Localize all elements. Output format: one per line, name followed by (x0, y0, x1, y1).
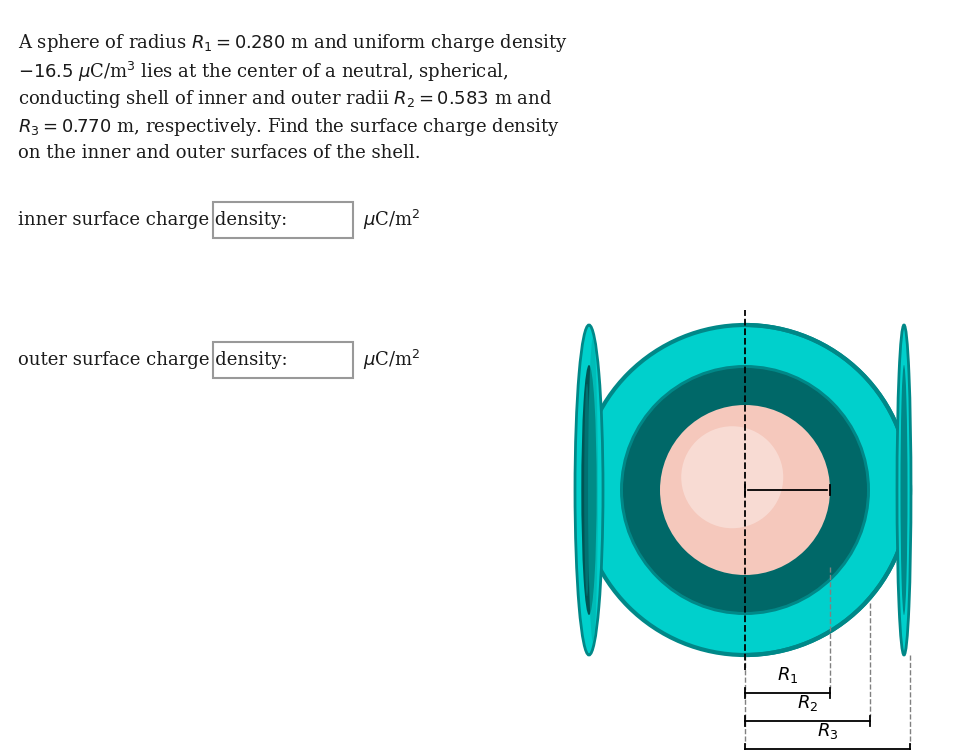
Ellipse shape (900, 365, 908, 615)
Ellipse shape (897, 325, 911, 655)
Text: conducting shell of inner and outer radii $R_2 = 0.583$ m and: conducting shell of inner and outer radi… (18, 88, 552, 110)
Text: $\mu$C/m$^2$: $\mu$C/m$^2$ (363, 348, 420, 372)
Ellipse shape (588, 338, 598, 642)
Text: A sphere of radius $R_1 = 0.280$ m and uniform charge density: A sphere of radius $R_1 = 0.280$ m and u… (18, 32, 568, 54)
Text: $R_3 = 0.770$ m, respectively. Find the surface charge density: $R_3 = 0.770$ m, respectively. Find the … (18, 116, 559, 138)
Text: $\mu$C/m$^2$: $\mu$C/m$^2$ (363, 208, 420, 232)
Text: outer surface charge density:: outer surface charge density: (18, 351, 287, 369)
Circle shape (620, 365, 870, 615)
Circle shape (682, 426, 784, 528)
Circle shape (660, 405, 830, 575)
Circle shape (580, 325, 910, 655)
Text: $R_1$: $R_1$ (777, 665, 798, 685)
FancyBboxPatch shape (213, 202, 353, 238)
FancyBboxPatch shape (213, 342, 353, 378)
Ellipse shape (582, 365, 597, 615)
Circle shape (623, 368, 867, 612)
Text: $-16.5\;\mu$C/m$^3$ lies at the center of a neutral, spherical,: $-16.5\;\mu$C/m$^3$ lies at the center o… (18, 60, 509, 84)
Text: inner surface charge density:: inner surface charge density: (18, 211, 287, 229)
Text: $R_3$: $R_3$ (817, 721, 838, 741)
Ellipse shape (585, 384, 589, 596)
Text: on the inner and outer surfaces of the shell.: on the inner and outer surfaces of the s… (18, 144, 420, 162)
Ellipse shape (575, 325, 603, 655)
Text: $R_2$: $R_2$ (797, 693, 819, 713)
